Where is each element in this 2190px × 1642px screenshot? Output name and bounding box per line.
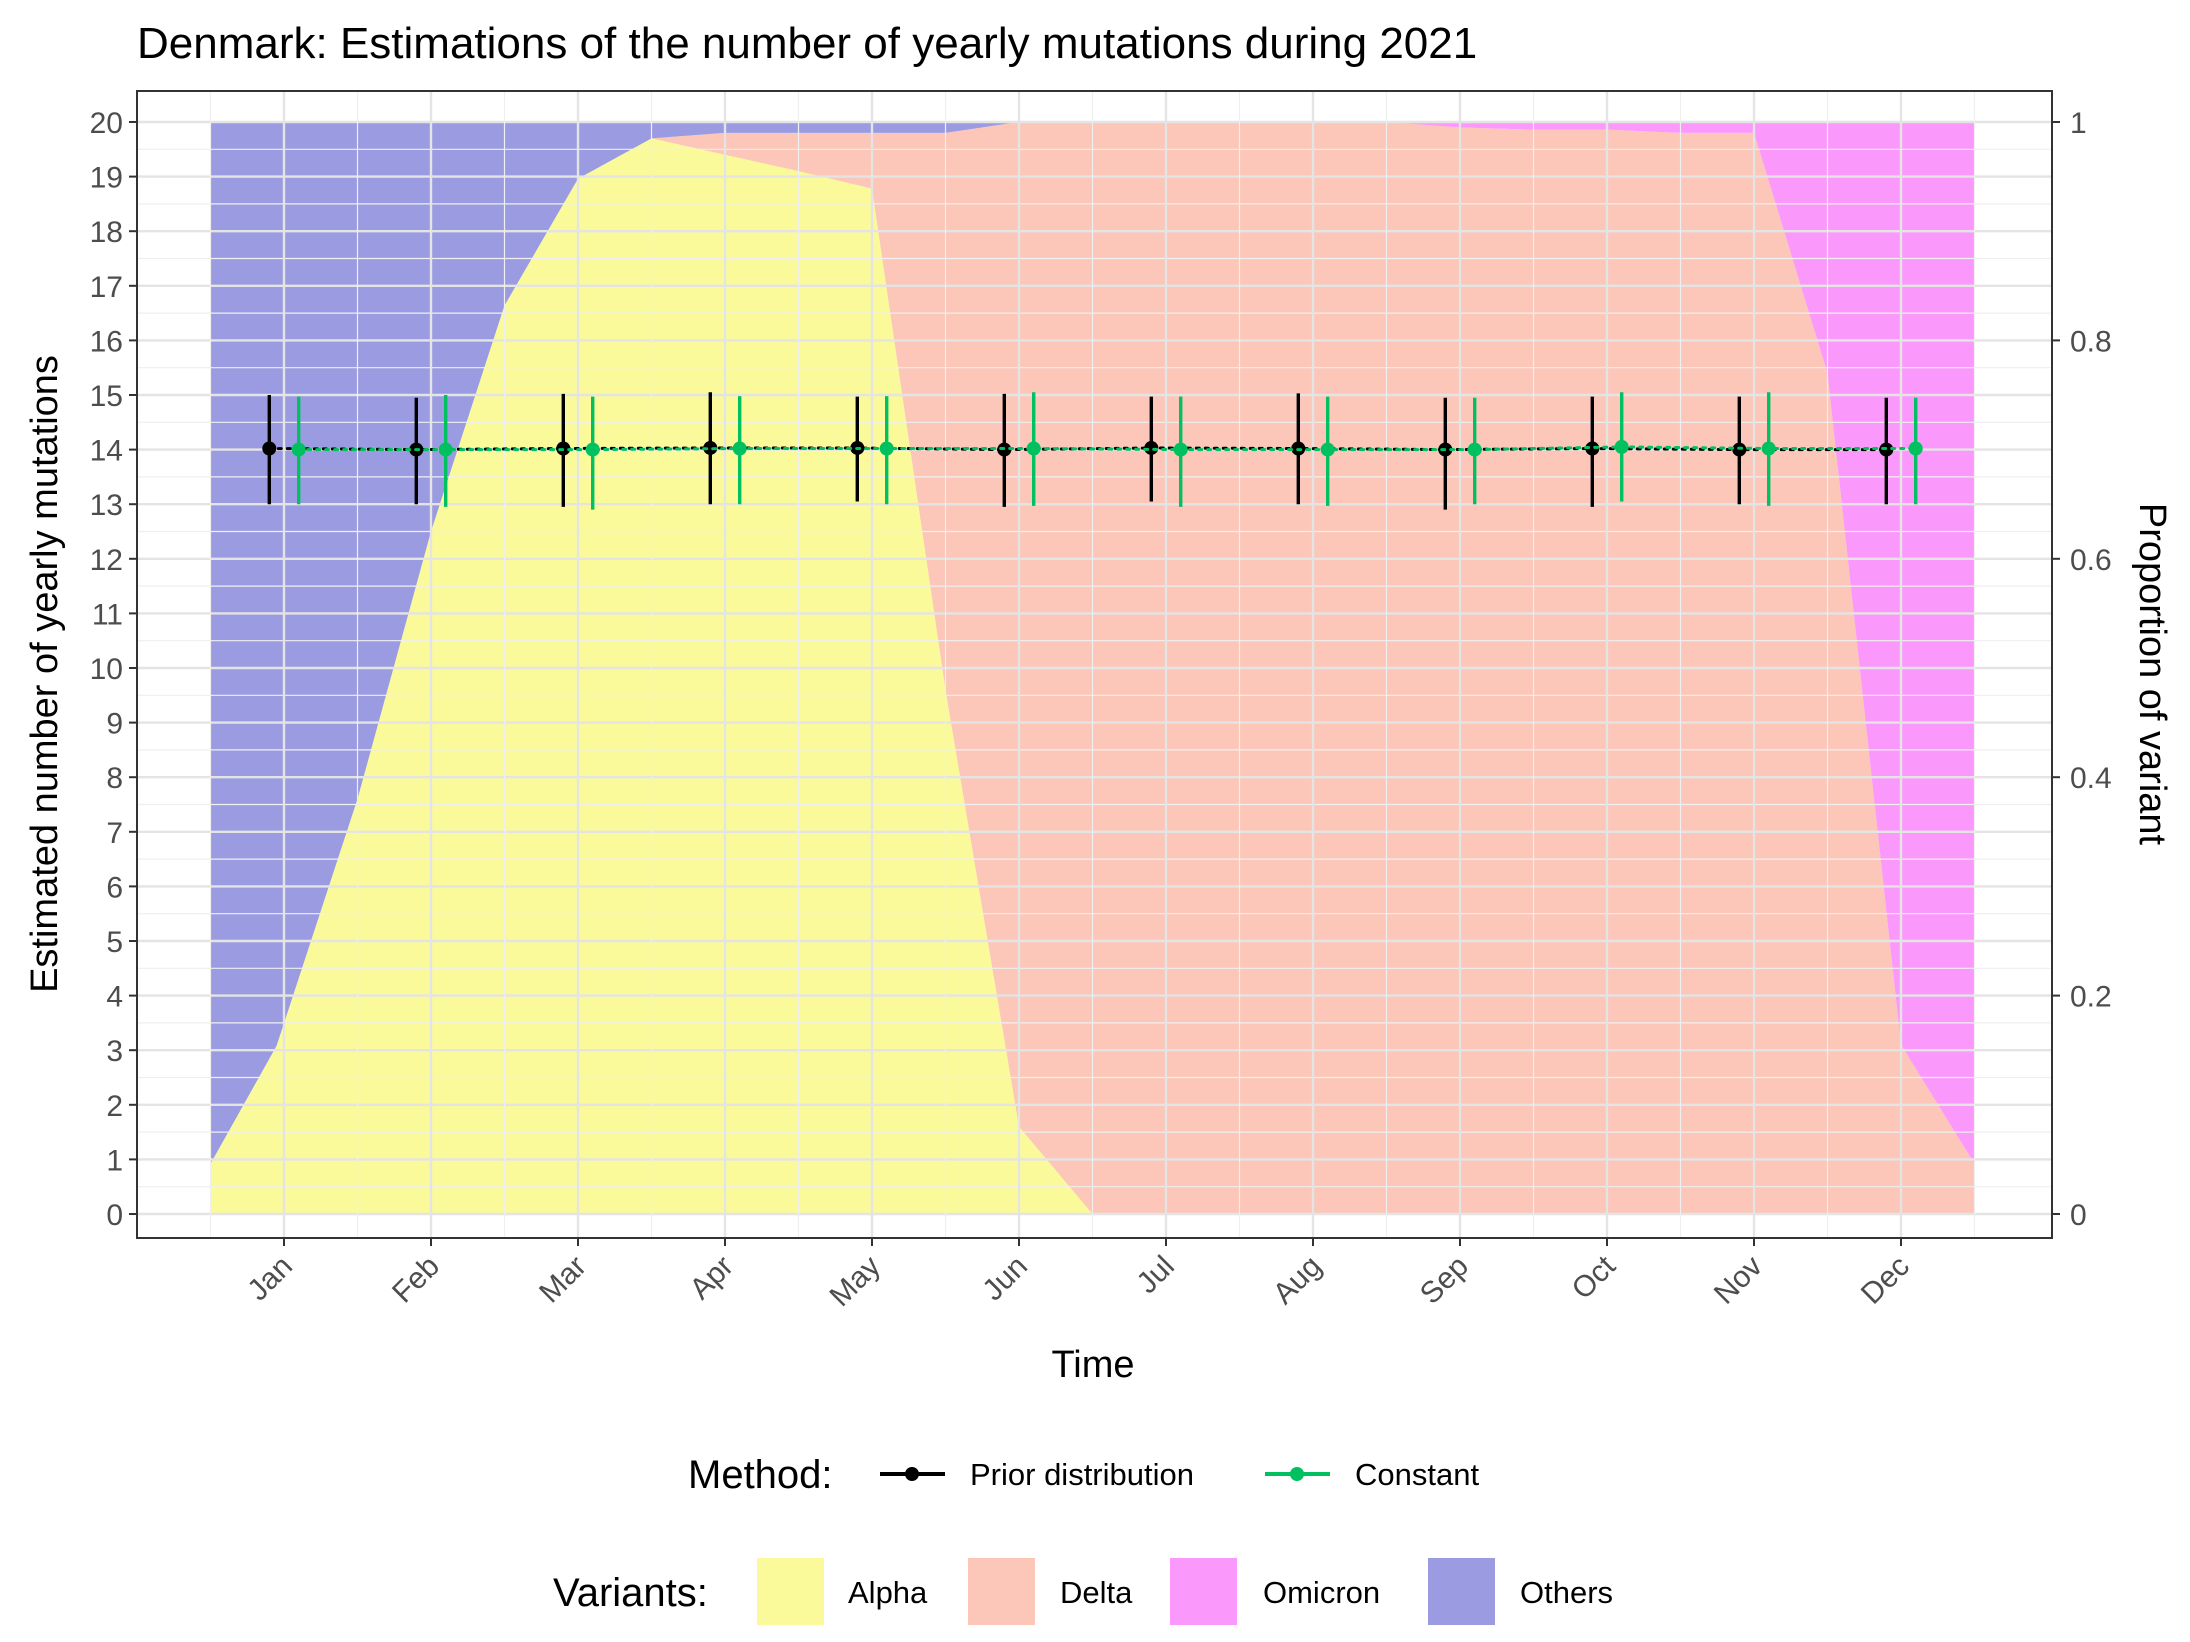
y2-tick-label: 0.8 — [2070, 325, 2112, 358]
point-constant — [1761, 441, 1776, 456]
x-tick-label: Mar — [533, 1250, 593, 1310]
y-tick-label: 20 — [90, 107, 123, 140]
y-tick-label: 12 — [90, 544, 123, 577]
y-tick-label: 7 — [106, 817, 123, 850]
x-tick-label: Oct — [1566, 1249, 1623, 1306]
y-axis-title: Estimated number of yearly mutations — [24, 355, 66, 993]
point-constant — [732, 441, 747, 456]
series-line-prior-distribution — [267, 446, 1888, 452]
y-tick-label: 19 — [90, 162, 123, 195]
y-tick-label: 9 — [106, 708, 123, 741]
legend-key-delta — [968, 1558, 1035, 1625]
y-tick-label: 13 — [90, 489, 123, 522]
series-line-constant — [297, 445, 1918, 452]
legend-label-constant: Constant — [1355, 1457, 1479, 1492]
point-constant — [879, 441, 894, 456]
legend: Method: Prior distribution Constant Vari… — [553, 1453, 1613, 1625]
x-tick-label: Jul — [1130, 1250, 1180, 1300]
y-tick-label: 14 — [90, 435, 123, 468]
y-tick-label: 18 — [90, 216, 123, 249]
y2-axis-title: Proportion of variant — [2131, 503, 2173, 846]
x-tick-label: Apr — [684, 1250, 740, 1306]
area-others — [210, 122, 1975, 1164]
point-prior-distribution — [1144, 440, 1159, 455]
legend-label-others: Others — [1520, 1575, 1613, 1610]
point-constant — [1614, 439, 1629, 454]
y-tick-label: 3 — [106, 1035, 123, 1068]
y2-tick-label: 0.2 — [2070, 981, 2112, 1014]
panel-border — [136, 90, 2053, 1239]
plot-area — [129, 90, 2060, 1246]
legend-key-others — [1428, 1558, 1495, 1625]
legend-label-prior: Prior distribution — [970, 1457, 1194, 1492]
point-constant — [1026, 441, 1041, 456]
x-tick-label: Dec — [1855, 1250, 1916, 1311]
point-constant — [1173, 442, 1188, 457]
legend-key-prior-point — [905, 1467, 919, 1481]
y-tick-label: 2 — [106, 1090, 123, 1123]
x-tick-label: Feb — [386, 1250, 446, 1310]
x-axis-title: Time — [1051, 1344, 1134, 1386]
legend-key-constant-point — [1290, 1467, 1304, 1481]
y-tick-label: 0 — [106, 1199, 123, 1232]
point-constant — [585, 442, 600, 457]
point-prior-distribution — [1585, 441, 1600, 456]
legend-key-alpha — [757, 1558, 824, 1625]
x-tick-label: Nov — [1708, 1250, 1769, 1311]
x-tick-label: Sep — [1414, 1250, 1475, 1311]
y-tick-label: 5 — [106, 926, 123, 959]
y-tick-label: 4 — [106, 981, 123, 1014]
x-tick-label: Aug — [1267, 1250, 1328, 1311]
legend-method-title: Method: — [688, 1453, 833, 1497]
x-tick-label: May — [824, 1250, 887, 1313]
y2-tick-label: 0.4 — [2070, 762, 2112, 795]
y-tick-label: 11 — [92, 598, 123, 631]
y-tick-label: 15 — [90, 380, 123, 413]
point-prior-distribution — [703, 440, 718, 455]
y2-tick-label: 1 — [2070, 107, 2087, 140]
x-tick-label: Jan — [241, 1250, 299, 1308]
point-constant — [291, 442, 306, 457]
y-tick-label: 17 — [90, 271, 123, 304]
point-constant — [438, 442, 453, 457]
area-omicron — [210, 122, 1975, 1164]
y-tick-label: 6 — [106, 871, 123, 904]
legend-variant-title: Variants: — [553, 1571, 708, 1615]
legend-label-delta: Delta — [1060, 1575, 1133, 1610]
y2-tick-label: 0 — [2070, 1199, 2087, 1232]
y-tick-label: 1 — [106, 1144, 123, 1177]
legend-label-omicron: Omicron — [1263, 1575, 1380, 1610]
y-tick-label: 16 — [90, 325, 123, 358]
legend-label-alpha: Alpha — [848, 1575, 928, 1610]
legend-key-omicron — [1170, 1558, 1237, 1625]
point-prior-distribution — [262, 441, 277, 456]
point-constant — [1908, 441, 1923, 456]
point-constant — [1320, 442, 1335, 457]
chart-title: Denmark: Estimations of the number of ye… — [137, 19, 1477, 68]
point-constant — [1467, 442, 1482, 457]
x-tick-label: Jun — [976, 1250, 1034, 1308]
y-tick-label: 10 — [90, 653, 123, 686]
y-tick-label: 8 — [106, 762, 123, 795]
y2-tick-label: 0.6 — [2070, 544, 2112, 577]
